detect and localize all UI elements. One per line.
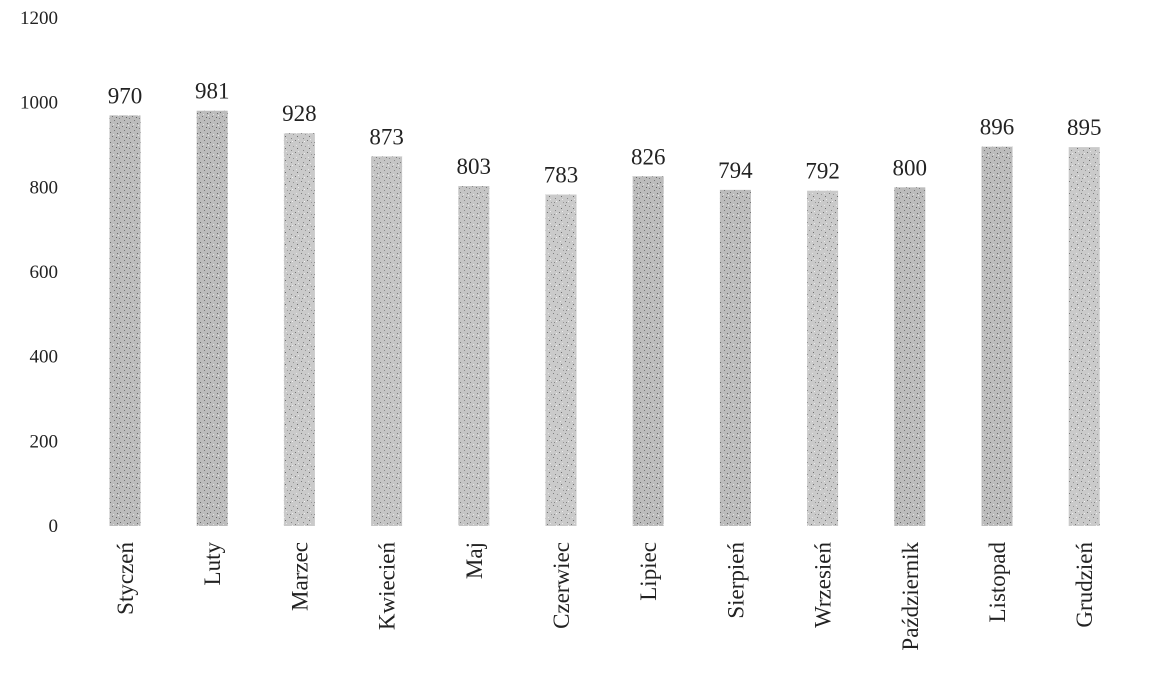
bar — [807, 190, 839, 526]
y-tick-label: 800 — [30, 177, 59, 198]
x-tick-label: Grudzień — [1072, 542, 1097, 628]
bar-value-label: 792 — [805, 159, 840, 184]
y-tick-label: 600 — [30, 262, 59, 283]
x-tick-label: Październik — [898, 542, 923, 651]
bar-value-label: 803 — [457, 154, 492, 179]
data-labels: 970 981 928 873 803 783 826 794 792 800 896 895 — [108, 79, 1102, 188]
bar-value-label: 928 — [282, 101, 317, 126]
bar — [371, 156, 403, 526]
x-axis: Styczeń Luty Marzec Kwiecień Maj Czerwiec Lipi… — [113, 542, 1097, 651]
bar-value-label: 783 — [544, 163, 579, 188]
bar — [283, 133, 315, 526]
bars — [109, 110, 1100, 527]
bar — [981, 146, 1013, 526]
x-tick-label: Maj — [462, 542, 487, 579]
y-tick-label: 200 — [30, 431, 59, 452]
bar-value-label: 895 — [1067, 115, 1102, 140]
x-tick-label: Czerwiec — [549, 542, 574, 629]
y-axis: 0 200 400 600 800 1000 1200 — [20, 8, 58, 537]
bar — [458, 186, 490, 526]
bar-value-label: 826 — [631, 144, 666, 169]
bar-value-label: 873 — [369, 124, 404, 149]
y-tick-label: 400 — [30, 347, 59, 368]
x-tick-label: Kwiecień — [375, 542, 400, 631]
bar — [545, 194, 577, 526]
x-tick-label: Luty — [200, 542, 225, 586]
x-tick-label: Styczeń — [113, 542, 138, 615]
bar — [1068, 147, 1100, 526]
x-tick-label: Marzec — [287, 542, 312, 611]
bar-value-label: 794 — [718, 158, 753, 183]
y-tick-label: 0 — [49, 516, 59, 537]
y-tick-label: 1200 — [20, 8, 58, 29]
bar — [196, 110, 228, 527]
bar-value-label: 981 — [195, 79, 230, 104]
bar — [109, 115, 141, 526]
x-tick-label: Wrzesień — [811, 542, 836, 628]
x-tick-label: Listopad — [985, 542, 1010, 623]
bar — [894, 187, 926, 527]
bar-value-label: 896 — [980, 115, 1015, 140]
bar-value-label: 970 — [108, 83, 143, 108]
x-tick-label: Sierpień — [723, 542, 748, 619]
bar — [632, 176, 664, 526]
bar — [719, 189, 751, 526]
x-tick-label: Lipiec — [636, 542, 661, 601]
bar-value-label: 800 — [893, 155, 928, 180]
y-tick-label: 1000 — [20, 93, 58, 114]
